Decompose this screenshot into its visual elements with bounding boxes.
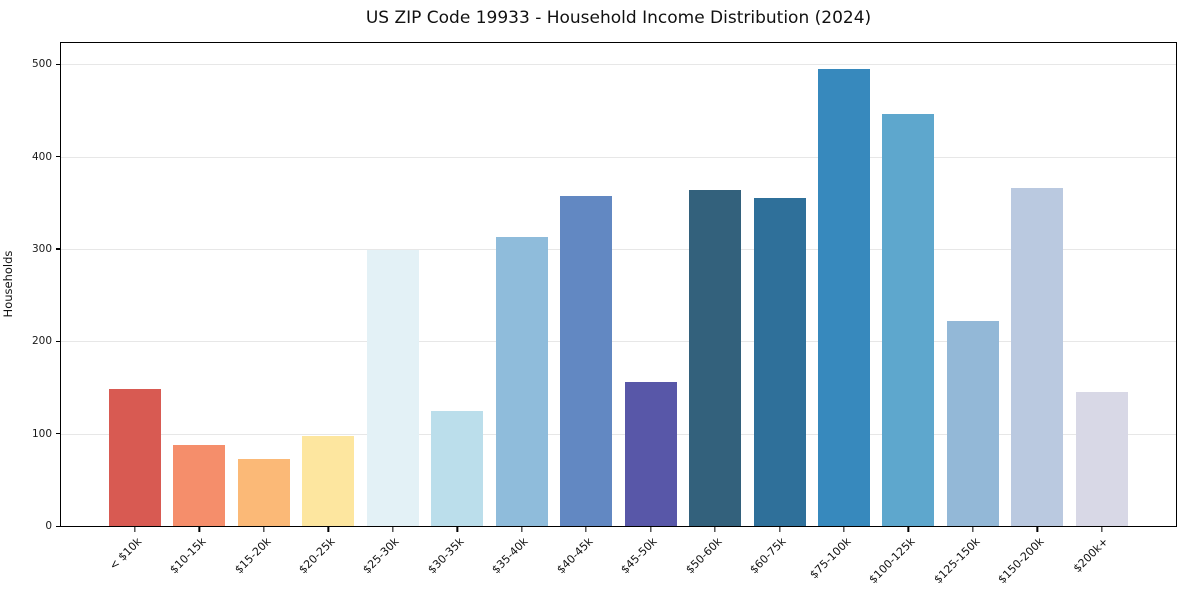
y-tick-mark <box>56 63 61 66</box>
y-tick-mark <box>56 156 61 158</box>
bar: $40-45k <box>554 196 613 576</box>
y-tick-label: 0 <box>45 520 52 532</box>
y-tick-label: 400 <box>31 150 52 163</box>
x-tick-mark <box>521 527 523 532</box>
bar: $15-20k <box>232 458 290 576</box>
y-axis-label: Households <box>1 250 15 318</box>
x-tick-label: $15-20k <box>231 535 274 577</box>
x-tick-mark <box>907 527 910 532</box>
bar: $20-25k <box>296 436 355 576</box>
x-tick-label: $50-60k <box>683 535 725 577</box>
x-tick-label: $75-100k <box>806 535 854 582</box>
y-tick-mark <box>56 433 61 435</box>
y-tick-label: 200 <box>31 335 52 348</box>
bar: $75-100k <box>807 68 870 581</box>
x-tick-mark <box>134 527 136 532</box>
x-tick-mark <box>263 527 265 532</box>
x-tick-mark <box>1101 527 1103 532</box>
x-tick-label: $40-45k <box>554 535 596 577</box>
x-tick-label: $45-50k <box>618 535 660 577</box>
x-tick-mark <box>714 527 716 532</box>
bar: $30-35k <box>425 411 484 576</box>
bar: $45-50k <box>619 381 677 576</box>
x-tick-mark <box>327 527 330 532</box>
gridline <box>61 64 1176 66</box>
bar: $25-30k <box>361 249 419 576</box>
bar: < $10k <box>107 389 161 573</box>
plot-area: 0 100 200 300 400 500 < $10k $10-15k $15-20k $20… <box>32 42 1177 586</box>
x-tick-mark <box>456 527 458 532</box>
x-tick-mark <box>972 527 974 532</box>
gridline <box>61 341 1176 343</box>
x-tick-label: < $10k <box>106 535 145 573</box>
bar: $50-60k <box>683 189 742 576</box>
x-tick-label: $150-200k <box>995 535 1047 587</box>
bars-row: < $10k $10-15k $15-20k $20-25k $25-30k $30-35… <box>61 43 1176 586</box>
bar: $100-125k <box>866 114 935 586</box>
chart-title: US ZIP Code 19933 - Household Income Dis… <box>365 8 872 28</box>
y-tick-mark <box>56 525 61 527</box>
x-tick-mark <box>649 527 652 532</box>
x-tick-mark <box>392 527 394 532</box>
bar: $125-150k <box>931 320 999 586</box>
bar: $200k+ <box>1071 392 1128 575</box>
bar: $10-15k <box>167 444 226 576</box>
y-tick-label: 500 <box>31 58 52 71</box>
x-tick-label: $125-150k <box>930 535 983 587</box>
y-tick-label: 100 <box>31 427 52 440</box>
bar: $35-40k <box>490 236 548 576</box>
x-tick-mark <box>843 527 845 532</box>
x-tick-mark <box>1036 527 1038 532</box>
y-tick-mark <box>56 248 61 250</box>
x-tick-label: $30-35k <box>425 535 467 577</box>
x-tick-label: $200k+ <box>1070 535 1111 576</box>
y-tick-mark <box>56 340 61 343</box>
y-tick-label: 300 <box>31 242 52 255</box>
x-tick-label: $60-75k <box>747 535 789 577</box>
x-tick-label: $100-125k <box>866 535 918 587</box>
x-tick-mark <box>585 527 587 532</box>
x-tick-mark <box>778 527 781 532</box>
x-tick-label: $10-15k <box>167 535 209 577</box>
gridline <box>61 433 1176 435</box>
bar: $60-75k <box>747 198 806 576</box>
x-tick-label: $25-30k <box>360 535 403 577</box>
gridline <box>61 156 1176 158</box>
bar: $150-200k <box>995 188 1064 586</box>
x-tick-mark <box>198 527 201 532</box>
x-tick-label: $20-25k <box>296 535 338 577</box>
gridline <box>61 248 1176 250</box>
x-tick-label: $35-40k <box>489 535 531 577</box>
